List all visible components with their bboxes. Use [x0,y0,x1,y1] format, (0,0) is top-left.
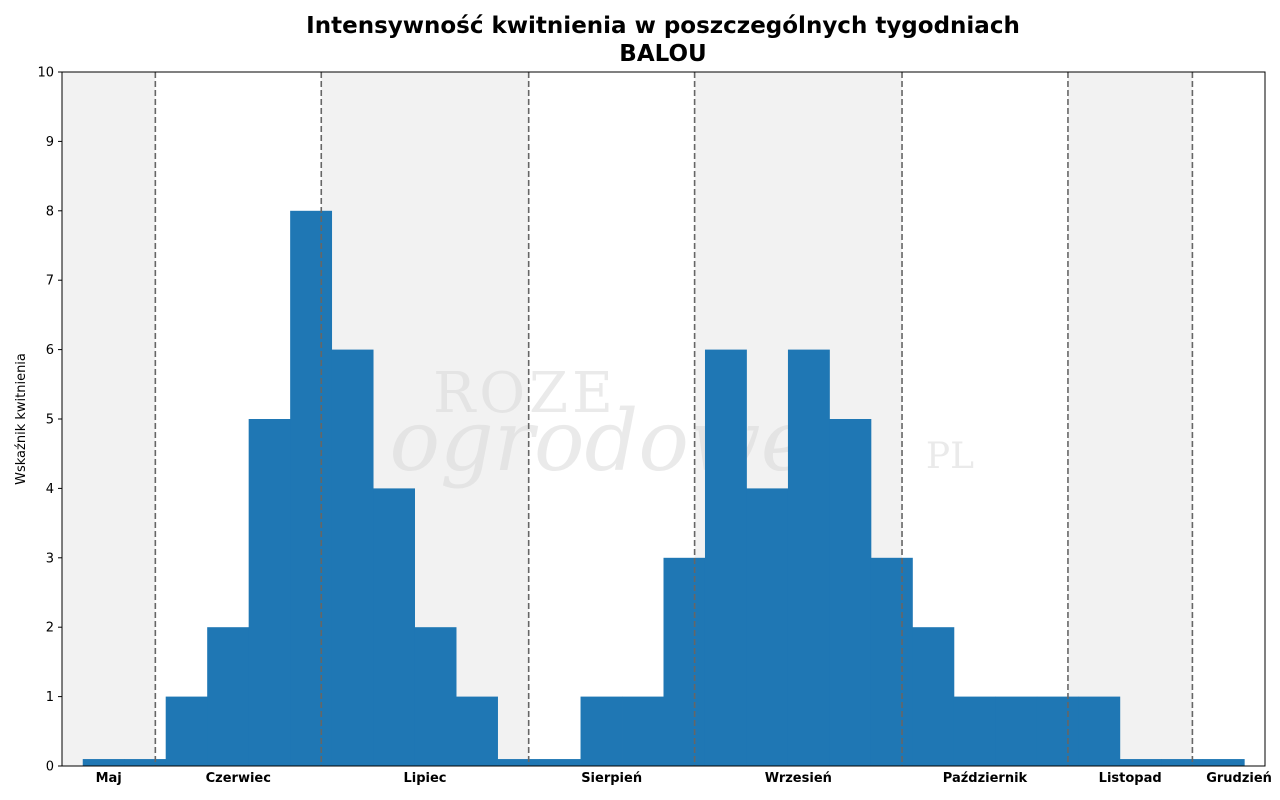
bar [829,419,872,766]
bars-group [82,210,1245,767]
bar [373,488,416,766]
y-tick-label: 7 [46,274,54,289]
bar [995,696,1038,766]
bar [912,627,955,766]
bar [580,696,623,766]
y-tick-label: 2 [46,621,54,636]
bar [1202,759,1245,766]
month-label: Październik [943,771,1028,786]
bar [497,759,540,766]
bar [82,759,125,766]
watermark-line3: PL [926,436,974,477]
y-tick-label: 6 [46,343,54,358]
month-labels-group: Maj Czerwiec Lipiec Sierpień Wrzesień Paździe… [96,771,1272,786]
chart-subtitle: BALOU [619,41,707,67]
bar [207,627,250,766]
bar [539,759,581,766]
month-label: Sierpień [581,771,642,786]
bar [746,488,789,766]
y-tick-label: 3 [46,551,54,566]
bar [248,419,291,766]
month-shade [62,72,156,766]
month-label: Lipiec [403,771,446,786]
y-tick-label: 0 [46,760,54,775]
month-label: Grudzień [1206,771,1272,786]
chart-title-line: Intensywność kwitnienia w poszczególnych… [306,13,1020,39]
bar [165,696,208,766]
y-tick-label: 5 [46,413,54,428]
bar [331,349,374,766]
bar [456,696,498,766]
y-tick-label: 1 [46,690,54,705]
bar [124,759,167,766]
bar [870,557,913,766]
y-tick-label: 8 [46,204,54,219]
y-tick-label: 9 [46,135,54,150]
bar [1036,696,1079,766]
y-tick-label: 4 [46,482,54,497]
bar [704,349,747,766]
bar [1119,759,1162,766]
bar [663,557,706,766]
bar [622,696,664,766]
month-boundaries-group [154,72,1194,766]
chart-title: Intensywność kwitnienia w poszczególnych… [0,12,1280,68]
month-label: Listopad [1099,771,1162,786]
month-label: Czerwiec [206,771,271,786]
y-tick-label: 10 [37,66,54,81]
bar [414,627,457,766]
watermark-line2: ogrodowe [389,392,810,490]
y-axis-label: Wskaźnik kwitnienia [14,353,29,485]
bar [787,349,830,766]
y-axis: 0 1 2 3 4 5 6 7 8 9 10 [37,66,62,775]
watermark-line1: ROZE [433,361,617,426]
bar [953,696,996,766]
month-label: Maj [96,771,122,786]
bar [290,210,333,767]
month-shade [1067,72,1193,766]
bar [1161,759,1204,766]
bar [1078,696,1121,766]
month-label: Wrzesień [765,771,832,786]
